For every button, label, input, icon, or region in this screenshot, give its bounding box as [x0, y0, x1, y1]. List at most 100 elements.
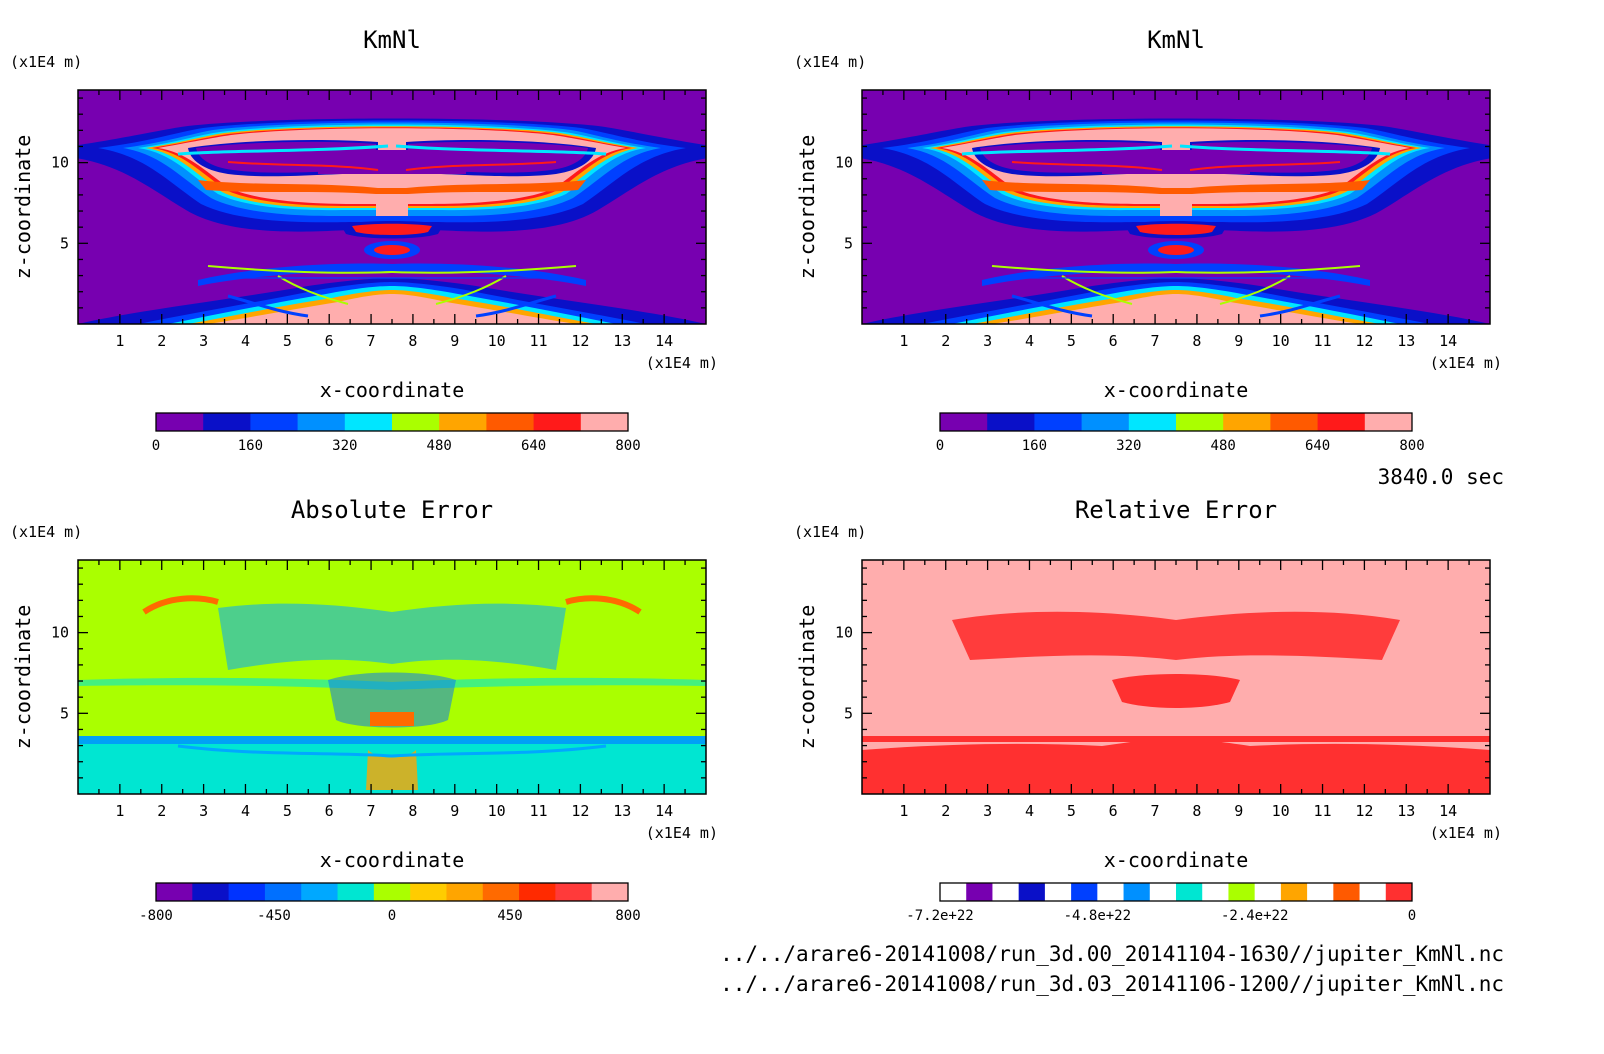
z-tick-label: 5 [60, 704, 69, 722]
colorbar-tick-label: 640 [1305, 438, 1330, 454]
x-tick-label: 7 [367, 802, 376, 820]
x-tick-label: 4 [241, 332, 250, 350]
x-tick-label: 11 [530, 802, 548, 820]
kmnl-field [862, 90, 1490, 324]
field-band [78, 736, 706, 744]
x-tick-label: 1 [899, 802, 908, 820]
field-group [78, 90, 706, 324]
field-band [862, 736, 1490, 742]
x-tick-label: 6 [325, 802, 334, 820]
x-tick-label: 5 [1067, 332, 1076, 350]
z-unit-label: (x1E4 m) [10, 53, 82, 71]
colorbar-swatch [591, 883, 629, 901]
z-tick-label: 10 [51, 154, 69, 172]
colorbar-swatch [1385, 883, 1413, 901]
x-tick-label: 9 [1234, 332, 1243, 350]
field-group [862, 90, 1490, 324]
x-tick-label: 4 [1025, 802, 1034, 820]
x-tick-label: 3 [983, 802, 992, 820]
z-tick-label: 10 [835, 624, 853, 642]
x-tick-label: 10 [488, 332, 506, 350]
colorbar-swatch [486, 413, 535, 431]
colorbar-swatch [1228, 883, 1256, 901]
colorbar-swatch [580, 413, 629, 431]
colorbar-swatch [987, 413, 1035, 431]
x-tick-label: 3 [983, 332, 992, 350]
colorbar-swatch [344, 413, 393, 431]
error-region [218, 603, 566, 670]
colorbar: -7.2e+22 -4.8e+22 -2.4e+22 0 [906, 882, 1416, 924]
z-unit-label: (x1E4 m) [10, 523, 82, 541]
x-tick-label: 13 [613, 802, 631, 820]
colorbar-swatch [966, 883, 993, 901]
x-tick-label: 12 [1355, 332, 1373, 350]
colorbar-tick-label: 800 [615, 908, 640, 924]
colorbar: 0 160 320 480 640 800 [936, 412, 1425, 454]
x-tick-label: 11 [530, 332, 548, 350]
colorbar-swatch [1128, 413, 1177, 431]
field-group [78, 560, 706, 794]
colorbar-swatch [1123, 883, 1151, 901]
x-tick-label: 10 [1272, 332, 1290, 350]
colorbar-swatch [1364, 413, 1413, 431]
colorbar-tick-label: 160 [238, 438, 263, 454]
x-tick-label: 3 [199, 802, 208, 820]
colorbar-frame [155, 882, 629, 902]
x-tick-label: 2 [157, 802, 166, 820]
colorbar: -800 -450 0 450 800 [139, 882, 641, 924]
x-tick-label: 1 [115, 332, 124, 350]
colorbar-swatch [1333, 883, 1361, 901]
colorbar-swatch [1081, 413, 1130, 431]
x-tick-label: 6 [1109, 802, 1118, 820]
colorbar-swatch [192, 883, 230, 901]
z-axis-label: z-coordinate [11, 605, 35, 750]
panel-4: Relative Error(x1E4 m)1 2 3 4 5 6 7 8 9 10 11 12 13 1… [794, 496, 1502, 924]
x-tick-label: 12 [571, 332, 589, 350]
x-axis-label: x-coordinate [320, 848, 465, 872]
colorbar-swatch [940, 413, 988, 431]
x-tick-label: 8 [408, 332, 417, 350]
error-region [370, 712, 414, 726]
x-tick-label: 10 [488, 802, 506, 820]
x-tick-label: 1 [899, 332, 908, 350]
colorbar-swatch [1202, 883, 1229, 901]
error-arc [142, 595, 219, 615]
colorbar-tick-label: -450 [257, 908, 291, 924]
x-tick-label: 8 [1192, 802, 1201, 820]
x-tick-label: 10 [1272, 802, 1290, 820]
file-path-2: ../../arare6-20141008/run_3d.03_20141106… [720, 972, 1504, 996]
x-tick-label: 1 [115, 802, 124, 820]
colorbar-tick-label: 0 [388, 908, 396, 924]
colorbar-swatch [1149, 883, 1177, 901]
colorbar-swatch [1176, 883, 1203, 901]
x-tick-label: 13 [1397, 802, 1415, 820]
z-tick-label: 5 [844, 704, 853, 722]
x-unit-label: (x1E4 m) [646, 354, 718, 372]
colorbar-swatch [264, 883, 302, 901]
colorbar-swatch [1071, 883, 1098, 901]
z-tick-label: 10 [835, 154, 853, 172]
colorbar-tick-label: 0 [1408, 908, 1416, 924]
x-tick-label: 9 [450, 802, 459, 820]
colorbar-swatch [1359, 883, 1387, 901]
panel-title: Absolute Error [291, 496, 493, 524]
panel-2: KmNl(x1E4 m)1 2 3 4 5 6 7 8 9 10 11 12 13 14510(x1E4 … [794, 26, 1502, 454]
x-tick-label: 2 [941, 802, 950, 820]
file-path-1: ../../arare6-20141008/run_3d.00_20141104… [720, 942, 1504, 966]
colorbar-tick-label: 0 [152, 438, 160, 454]
kmnl-field [78, 90, 706, 324]
x-tick-label: 11 [1314, 332, 1332, 350]
x-tick-label: 6 [1109, 332, 1118, 350]
z-axis-label: z-coordinate [795, 135, 819, 280]
x-tick-label: 13 [1397, 332, 1415, 350]
z-tick-label: 5 [844, 234, 853, 252]
panel-title: Relative Error [1075, 496, 1277, 524]
colorbar-swatch [1270, 413, 1319, 431]
colorbar-swatch [1034, 413, 1083, 431]
colorbar-swatch [250, 413, 299, 431]
field-region [952, 611, 1400, 660]
z-unit-label: (x1E4 m) [794, 523, 866, 541]
colorbar-swatch [439, 413, 487, 431]
x-unit-label: (x1E4 m) [646, 824, 718, 842]
